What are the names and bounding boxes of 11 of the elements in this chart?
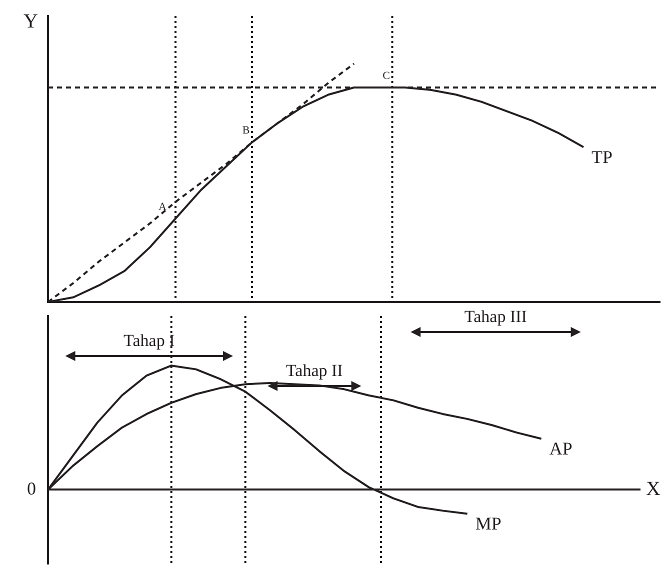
- series-label: AP: [549, 438, 572, 458]
- series-label: TP: [592, 146, 613, 167]
- annotation: B: [242, 124, 250, 137]
- text: 0: [27, 478, 36, 498]
- text: Tahap III: [464, 306, 528, 326]
- annotation: A: [158, 200, 167, 213]
- series-label: MP: [475, 514, 502, 534]
- annotation: C: [382, 70, 390, 82]
- x-axis-title: X: [646, 478, 661, 500]
- annotation: Tahap II: [286, 360, 344, 380]
- y-axis-title: Y: [24, 10, 38, 32]
